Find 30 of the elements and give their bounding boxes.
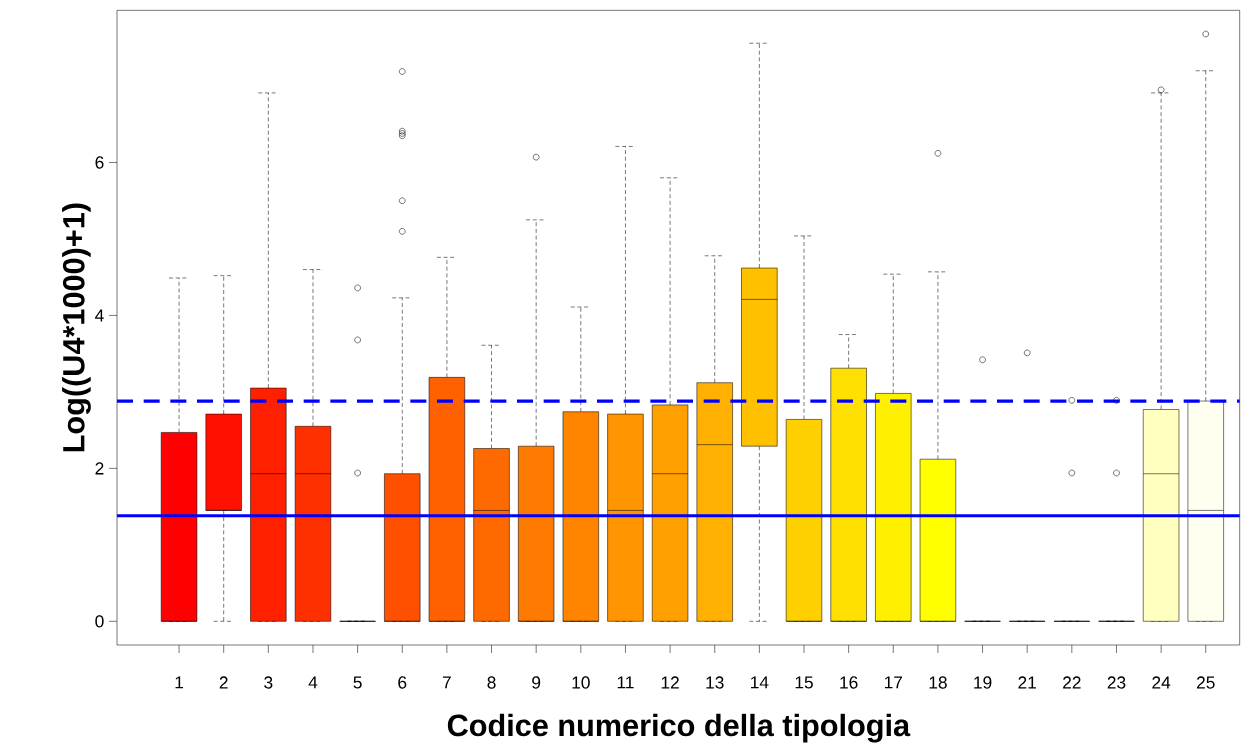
x-tick-label: 15: [795, 676, 813, 689]
x-tick-label: 16: [840, 676, 858, 689]
x-axis-title: Codice numerico della tipologia: [447, 713, 911, 743]
y-tick-label: 4: [95, 309, 104, 322]
x-tick-label: 9: [532, 676, 541, 689]
y-tick-label: 6: [95, 156, 104, 169]
x-tick-label: 4: [308, 676, 318, 689]
y-tick-label: 0: [95, 615, 104, 628]
x-tick-label: 5: [353, 676, 362, 689]
x-tick-label: 24: [1152, 676, 1171, 689]
x-tick-label: 11: [617, 676, 634, 689]
y-axis-title: Log((U4*1000)+1): [62, 203, 91, 452]
x-tick-label: 1: [175, 676, 184, 689]
x-tick-label: 12: [661, 676, 679, 689]
x-tick-label: 19: [974, 676, 992, 689]
x-tick-label: 22: [1063, 676, 1081, 689]
x-tick-label: 14: [751, 676, 769, 689]
x-tick-label: 7: [442, 676, 451, 689]
x-tick-label: 3: [264, 676, 273, 689]
x-tick-label: 17: [884, 676, 903, 689]
x-tick-label: 8: [487, 676, 496, 689]
x-tick-label: 23: [1107, 676, 1126, 689]
y-tick-label: 2: [95, 462, 104, 475]
x-tick-label: 10: [572, 676, 590, 689]
x-tick-label: 6: [398, 676, 407, 689]
x-tick-label: 25: [1196, 676, 1215, 689]
x-tick-label: 2: [219, 676, 228, 689]
x-tick-label: 18: [929, 676, 947, 689]
x-tick-label: 21: [1018, 676, 1036, 689]
x-tick-label: 13: [706, 676, 724, 689]
